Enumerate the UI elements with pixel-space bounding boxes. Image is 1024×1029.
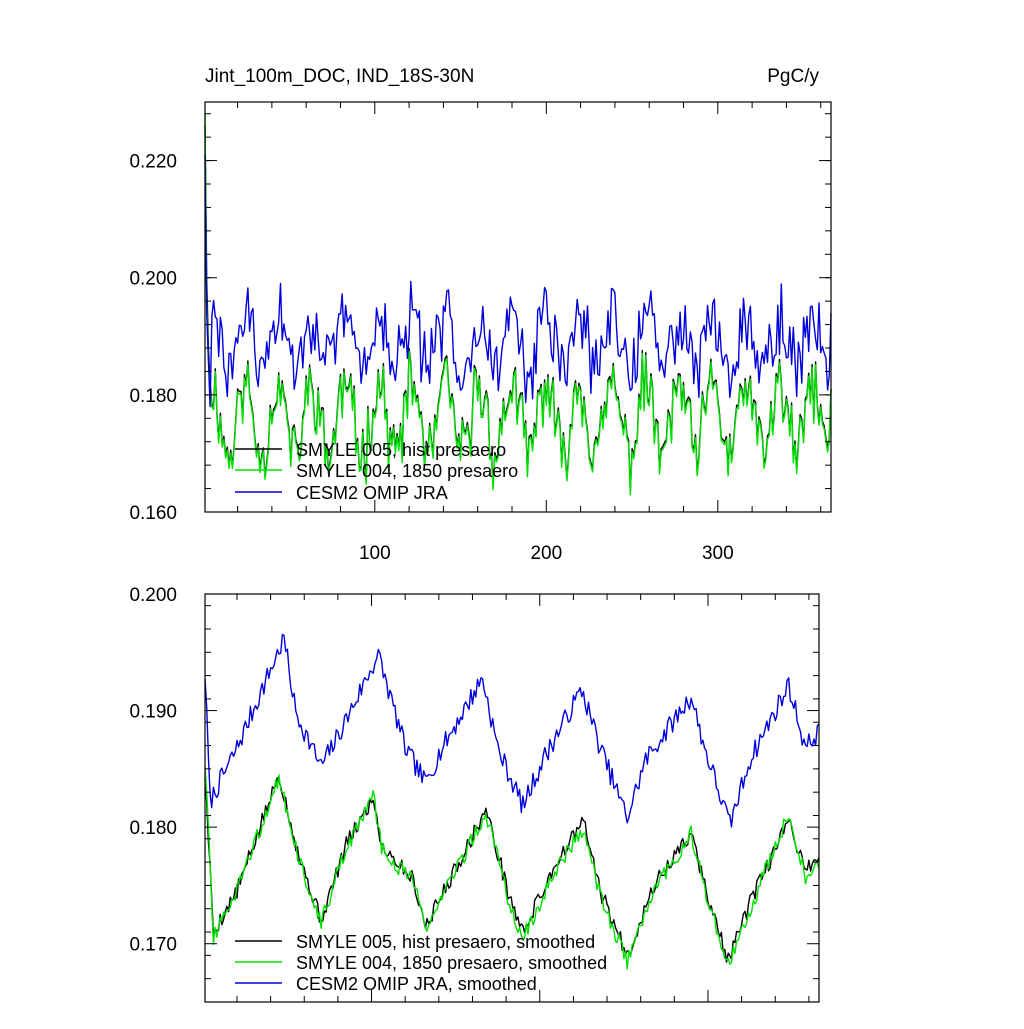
y-tick-label: 0.170 (129, 935, 177, 956)
top-panel-units: PgC/y (767, 66, 819, 87)
y-tick-label: 0.190 (129, 702, 177, 723)
legend-label-1850: SMYLE 004, 1850 presaero (296, 461, 518, 481)
bottom-series-group (204, 633, 820, 970)
legend-label-omip: CESM2 OMIP JRA (296, 483, 448, 503)
legend-label-hist-smoothed: SMYLE 005, hist presaero, smoothed (296, 932, 595, 952)
y-tick-label: 0.180 (129, 818, 177, 839)
top-plot-frame (204, 101, 832, 513)
legend-label-omip-smoothed: CESM2 OMIP JRA, smoothed (296, 974, 537, 994)
top-axis-ticks: 0.160 0.180 0.200 0.220 100 200 300 (129, 102, 831, 564)
series-line-bottom-0 (204, 777, 820, 963)
y-tick-label: 0.200 (129, 269, 177, 290)
top-series-group (204, 113, 832, 496)
y-tick-label: 0.180 (129, 386, 177, 407)
legend-label-1850-smoothed: SMYLE 004, 1850 presaero, smoothed (296, 953, 607, 973)
series-line-top-0 (204, 125, 832, 493)
legend-label-hist: SMYLE 005, hist presaero (296, 440, 506, 460)
bottom-legend: SMYLE 005, hist presaero, smoothed SMYLE… (235, 932, 607, 994)
x-tick-label: 100 (359, 543, 391, 564)
y-tick-label: 0.220 (129, 152, 177, 173)
bottom-panel: 0.170 0.180 0.190 0.200 SMYLE 005, hist pre… (129, 585, 820, 1003)
top-panel-title: Jint_100m_DOC, IND_18S-30N (205, 66, 474, 87)
x-tick-label: 200 (530, 543, 562, 564)
series-line-top-1 (204, 113, 832, 496)
series-line-bottom-2 (204, 633, 820, 828)
y-tick-label: 0.200 (129, 585, 177, 606)
top-legend: SMYLE 005, hist presaero SMYLE 004, 1850… (235, 440, 518, 503)
series-line-top-2 (204, 154, 832, 408)
bottom-axis-ticks: 0.170 0.180 0.190 0.200 (129, 585, 819, 1003)
series-line-bottom-1 (204, 767, 820, 970)
bottom-plot-frame (204, 593, 820, 1003)
top-panel: Jint_100m_DOC, IND_18S-30N PgC/y 0.1600.… (129, 66, 832, 564)
y-tick-label: 0.160 (129, 503, 177, 524)
x-tick-label: 300 (702, 543, 734, 564)
